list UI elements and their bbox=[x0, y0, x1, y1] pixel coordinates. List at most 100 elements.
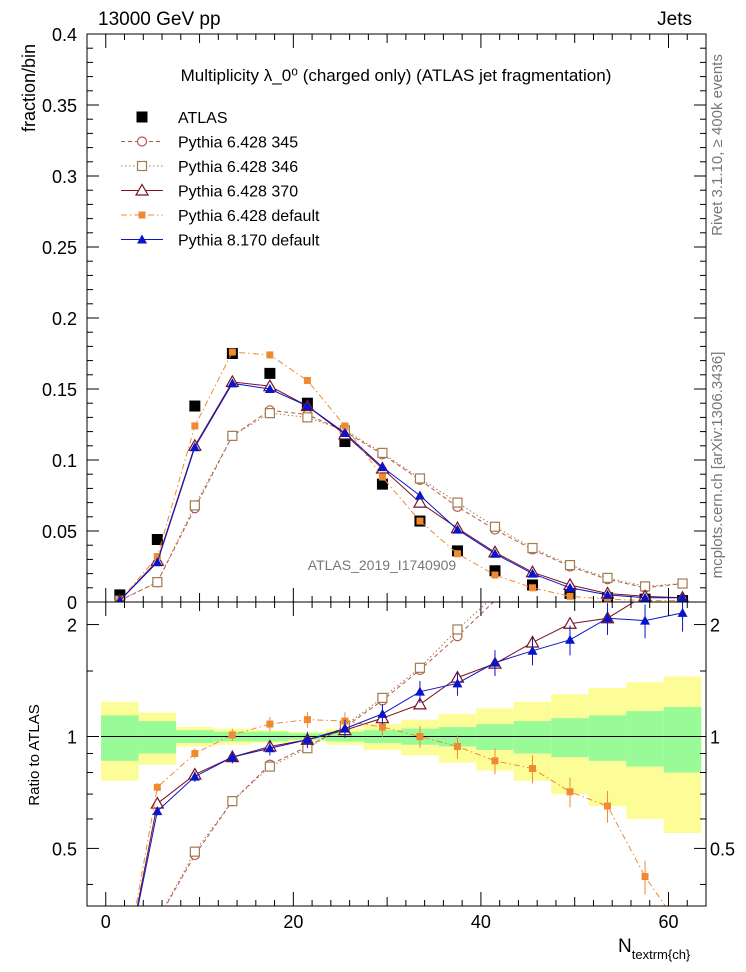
data-point-p8def-4 bbox=[264, 384, 275, 393]
data-point-p346-5 bbox=[302, 412, 313, 423]
header-left-label: 13000 GeV pp bbox=[98, 9, 221, 30]
x-tick-label: 0 bbox=[101, 912, 111, 932]
legend-marker-p6def bbox=[138, 211, 146, 219]
uncertainty-band-inner bbox=[513, 721, 552, 754]
uncertainty-band-inner bbox=[476, 724, 514, 750]
data-point-p8def-10 bbox=[489, 548, 500, 558]
data-point-p8def-9 bbox=[452, 524, 463, 534]
ratio-point-p8def-14 bbox=[640, 615, 651, 625]
ratio-y-tick-label-right: 1 bbox=[710, 727, 720, 747]
legend-marker-p346 bbox=[136, 160, 148, 172]
x-tick-label: 40 bbox=[471, 912, 491, 932]
header-right-label: Jets bbox=[657, 9, 692, 30]
data-point-atlas-4 bbox=[264, 367, 276, 379]
ratio-point-p6def-9 bbox=[453, 742, 461, 750]
y-tick-label: 0.25 bbox=[42, 238, 77, 258]
series-line-p6def bbox=[119, 351, 683, 602]
ratio-point-p346-2 bbox=[189, 846, 200, 857]
legend-label-p8def: Pythia 8.170 default bbox=[178, 233, 320, 250]
data-point-p346-11 bbox=[527, 542, 538, 554]
ratio-point-p6def-2 bbox=[191, 750, 199, 758]
ratio-point-p6def-3 bbox=[228, 731, 236, 739]
data-point-p8def-6 bbox=[339, 428, 350, 438]
ratio-point-p8def-9 bbox=[452, 678, 463, 688]
uncertainty-band-inner bbox=[588, 715, 627, 761]
ratio-line-p345 bbox=[165, 602, 495, 906]
ratio-y-tick-label: 2 bbox=[67, 616, 77, 636]
uncertainty-band-inner bbox=[101, 715, 139, 761]
ratio-line-p8def bbox=[137, 612, 683, 906]
chart-title: Multiplicity λ_0⁰ (charged only) (ATLAS … bbox=[181, 66, 612, 85]
ratio-point-p8def-1 bbox=[152, 806, 163, 816]
mcplots-reference-label: mcplots.cern.ch [arXiv:1306.3436] bbox=[709, 352, 726, 579]
ratio-point-p8def-13 bbox=[602, 613, 613, 623]
data-point-p8def-14 bbox=[640, 592, 651, 602]
y-tick-label: 0.05 bbox=[42, 522, 77, 542]
data-point-p6def-2 bbox=[191, 422, 199, 430]
ratio-y-axis-label: Ratio to ATLAS bbox=[26, 704, 43, 805]
data-point-p6def-9 bbox=[453, 550, 461, 558]
y-tick-label: 0.3 bbox=[52, 167, 77, 187]
data-point-p6def-12 bbox=[566, 592, 574, 600]
main-plot-area bbox=[114, 348, 690, 602]
ratio-point-p8def-7 bbox=[377, 708, 388, 718]
y-tick-label: 0 bbox=[67, 593, 77, 613]
ratio-point-p8def-12 bbox=[565, 634, 576, 644]
data-point-p346-8 bbox=[414, 473, 426, 484]
data-point-p6def-1 bbox=[153, 553, 161, 561]
ratio-point-p346-9 bbox=[452, 624, 463, 635]
x-tick-label: 60 bbox=[658, 912, 678, 932]
ratio-point-p346-8 bbox=[414, 662, 426, 673]
data-point-p346-4 bbox=[264, 408, 275, 419]
ratio-line-p370 bbox=[136, 602, 635, 906]
ratio-y-tick-label: 1 bbox=[67, 727, 77, 747]
data-point-p6def-8 bbox=[416, 517, 424, 525]
legend-label-p6def: Pythia 6.428 default bbox=[178, 208, 320, 225]
ratio-point-p8def-10 bbox=[489, 657, 500, 667]
ratio-point-p6def-5 bbox=[303, 716, 311, 724]
data-point-p6def-3 bbox=[228, 348, 236, 356]
legend-label-p370: Pythia 6.428 370 bbox=[178, 184, 298, 201]
legend-label-atlas: ATLAS bbox=[178, 110, 228, 127]
data-point-p8def-3 bbox=[227, 378, 238, 388]
legend-label-p345: Pythia 6.428 345 bbox=[178, 135, 298, 152]
uncertainty-band-inner bbox=[626, 711, 664, 767]
data-point-p6def-5 bbox=[303, 376, 311, 384]
data-point-p6def-10 bbox=[491, 571, 499, 579]
data-point-p346-13 bbox=[602, 572, 613, 583]
data-point-atlas-7 bbox=[376, 478, 388, 490]
ratio-point-p6def-13 bbox=[604, 802, 612, 810]
y-tick-label: 0.4 bbox=[52, 25, 77, 45]
data-point-p346-7 bbox=[377, 447, 388, 458]
data-point-p346-1 bbox=[152, 577, 163, 588]
data-point-atlas-2 bbox=[189, 400, 201, 412]
data-point-p6def-4 bbox=[266, 351, 274, 359]
y-tick-label: 0.2 bbox=[52, 309, 77, 329]
ratio-point-p6def-1 bbox=[153, 783, 161, 791]
data-point-p8def-12 bbox=[565, 582, 576, 592]
data-point-p8def-0 bbox=[116, 595, 124, 602]
uncertainty-band-inner bbox=[138, 721, 177, 754]
ratio-y-tick-label-right: 2 bbox=[710, 616, 720, 636]
ratio-point-p8def-5 bbox=[302, 734, 313, 744]
ratio-panel: 0.5 0.51 12 20 20 40 60 bbox=[52, 601, 735, 932]
data-point-p8def-13 bbox=[602, 589, 613, 599]
data-point-p8def-7 bbox=[377, 462, 388, 472]
ratio-point-p8def-4 bbox=[264, 743, 275, 753]
data-point-p8def-11 bbox=[527, 568, 538, 578]
x-axis-label: Ntextrm{ch} bbox=[618, 936, 691, 962]
data-point-p8def-8 bbox=[414, 490, 425, 500]
data-point-p346-15 bbox=[677, 578, 688, 589]
rivet-version-label: Rivet 3.1.10, ≥ 400k events bbox=[709, 54, 726, 236]
ratio-point-p8def-2 bbox=[189, 771, 200, 781]
data-point-p8def-2 bbox=[189, 442, 200, 452]
ratio-point-p346-3 bbox=[227, 796, 238, 807]
data-point-p346-12 bbox=[564, 559, 576, 571]
legend-marker-p8def bbox=[137, 234, 147, 244]
ratio-point-p8def-11 bbox=[527, 645, 538, 655]
y-tick-label: 0.15 bbox=[42, 380, 77, 400]
ratio-point-p6def-8 bbox=[416, 732, 424, 740]
uncertainty-band-inner bbox=[551, 718, 589, 758]
legend: ATLAS Pythia 6.428 345 Pythia 6.428 346 Pyt… bbox=[121, 110, 320, 250]
